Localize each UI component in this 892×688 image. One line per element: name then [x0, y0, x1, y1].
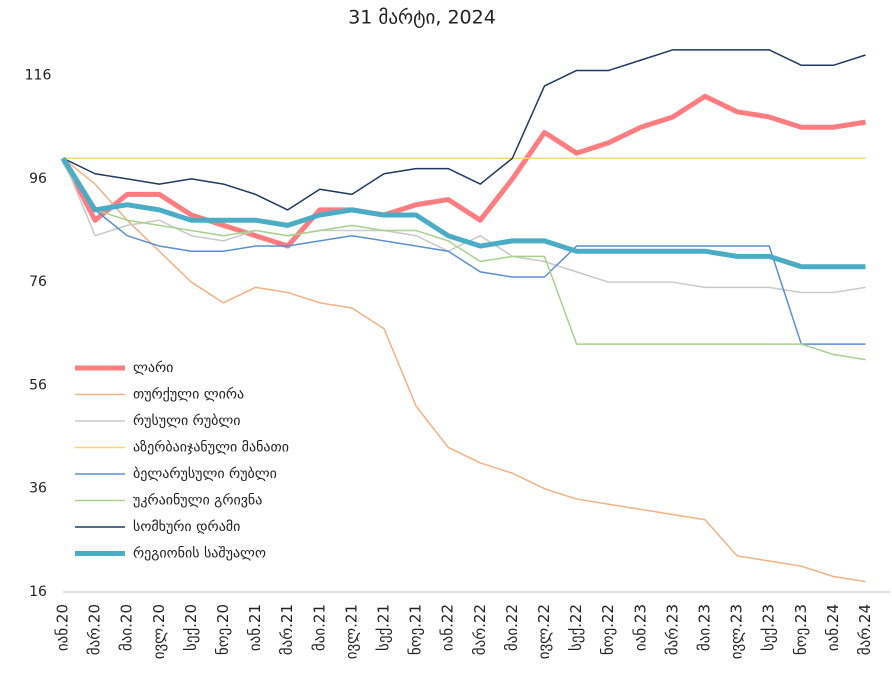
x-tick-label: მარ.24 — [856, 604, 874, 655]
y-tick-label: 56 — [29, 377, 47, 393]
chart-title: 31 მარტი, 2024 — [348, 7, 496, 29]
series-line — [60, 156, 866, 270]
x-tick-label: მარ.23 — [663, 604, 681, 655]
series-line — [62, 157, 866, 345]
x-tick-label: ივლ.21 — [342, 604, 360, 659]
x-tick-label: სექ.21 — [375, 604, 393, 651]
y-tick-label: 116 — [25, 68, 52, 84]
legend-label: სომხური დრამი — [133, 518, 240, 535]
x-tick-label: იან.20 — [54, 604, 72, 651]
series-line — [62, 157, 866, 583]
x-tick-label: იან.22 — [439, 604, 457, 651]
legend-label: ბელარუსული რუბლი — [133, 465, 277, 482]
x-tick-label: ნოე.20 — [214, 604, 232, 655]
legend-label: თურქული ლირა — [133, 386, 244, 403]
x-tick-label: ივლ.23 — [728, 604, 746, 659]
x-tick-label: მაი.20 — [118, 604, 136, 651]
legend-label: რეგიონის საშუალო — [133, 545, 266, 562]
x-tick-label: იან.23 — [631, 604, 649, 651]
y-tick-label: 76 — [29, 274, 47, 290]
x-tick-label: ნოე.23 — [792, 604, 810, 655]
x-tick-label: მაი.23 — [696, 604, 714, 651]
x-tick-label: ნოე.21 — [407, 604, 425, 655]
x-tick-label: სექ.23 — [760, 604, 778, 651]
x-tick-label: მაი.22 — [503, 604, 521, 651]
y-tick-label: 96 — [29, 171, 47, 187]
x-tick-label: მარ.22 — [471, 604, 489, 655]
series-line — [62, 157, 866, 294]
series-line — [60, 93, 866, 249]
x-tick-label: იან.21 — [246, 604, 264, 651]
y-tick-label: 36 — [29, 481, 47, 497]
x-tick-label: ნოე.22 — [599, 604, 617, 655]
x-tick-label: სექ.20 — [182, 604, 200, 651]
legend-label: აზერბაიჯანული მანათი — [133, 439, 289, 456]
x-tick-label: მარ.21 — [278, 604, 296, 655]
x-tick-label: იან.24 — [824, 604, 842, 651]
series-line — [62, 49, 866, 211]
y-tick-label: 16 — [29, 584, 47, 600]
legend-label: ლარი — [133, 359, 173, 376]
x-tick-label: სექ.22 — [567, 604, 585, 651]
series-line — [62, 162, 866, 361]
x-tick-label: ივლ.22 — [535, 604, 553, 659]
x-tick-label: მაი.21 — [310, 604, 328, 651]
x-tick-label: ივლ.20 — [150, 604, 168, 659]
x-tick-label: მარ.20 — [86, 604, 104, 655]
legend-label: რუსული რუბლი — [133, 412, 241, 429]
legend-label: უკრაინული გრივნა — [133, 492, 262, 509]
